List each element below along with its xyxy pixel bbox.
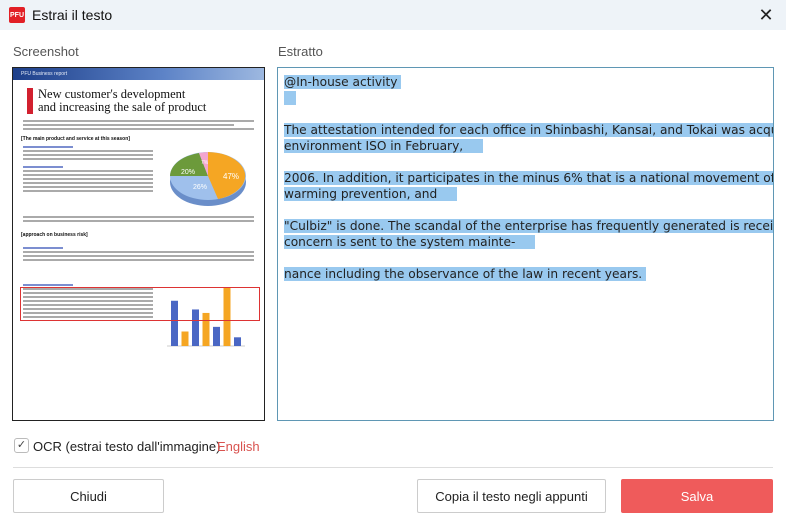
bar: [213, 326, 220, 346]
save-button[interactable]: Salva: [621, 479, 773, 513]
text-line: @In-house activity: [284, 74, 767, 90]
close-button[interactable]: Chiudi: [13, 479, 164, 513]
bar: [181, 331, 189, 346]
text-line: 2006. In addition, it participates in th…: [284, 170, 773, 186]
bar: [202, 312, 210, 346]
text-line: [284, 202, 767, 218]
extracted-text-area[interactable]: @In-house activity The attestation inten…: [277, 67, 774, 421]
bar: [171, 300, 178, 346]
text-line: warming prevention, and: [284, 186, 767, 202]
screenshot-preview: PFU Business report New customer's devel…: [12, 67, 265, 421]
selected-text: warming prevention, and: [284, 187, 457, 201]
pie-label: 7%: [201, 160, 209, 166]
selected-text: concern is sent to the system mainte-: [284, 235, 535, 249]
extracted-label: Estratto: [278, 44, 323, 59]
pie-label: 47%: [223, 172, 239, 181]
app-logo-icon: PFU: [9, 7, 25, 23]
thumb-title: New customer's development and increasing…: [27, 88, 264, 114]
text-line: [284, 154, 767, 170]
selected-text: The attestation intended for each office…: [284, 123, 773, 137]
text-line: [284, 106, 767, 122]
screenshot-label: Screenshot: [13, 44, 79, 59]
thumb-section2: [approach on business risk]: [21, 232, 88, 238]
text-line: [284, 250, 767, 266]
title-bar: PFU Estrai il testo ✕: [0, 0, 786, 30]
bar: [234, 337, 241, 346]
text-line: [284, 90, 767, 106]
text-line: environment ISO in February,: [284, 138, 767, 154]
bar: [223, 288, 231, 346]
close-icon[interactable]: ✕: [758, 5, 774, 25]
thumb-header: PFU Business report: [13, 68, 264, 80]
ocr-language-link[interactable]: English: [217, 439, 260, 454]
text-line: concern is sent to the system mainte-: [284, 234, 767, 250]
window-title: Estrai il testo: [32, 7, 113, 23]
divider: [13, 467, 773, 468]
selected-text: [284, 91, 296, 105]
text-line: The attestation intended for each office…: [284, 122, 773, 138]
selected-text: nance including the observance of the la…: [284, 267, 647, 281]
text-line: nance including the observance of the la…: [284, 266, 767, 282]
pie-label: 26%: [193, 184, 207, 191]
thumb-bar-chart: [167, 288, 245, 347]
ocr-label[interactable]: OCR (estrai testo dall'immagine): [33, 439, 221, 454]
thumb-header-text: PFU Business report: [21, 71, 68, 77]
thumb-pie-chart: 20% 7% 47% 26%: [170, 152, 246, 206]
pie-label: 20%: [181, 169, 195, 176]
thumb-section1: [The main product and service at this se…: [21, 136, 130, 142]
text-line: "Culbiz" is done. The scandal of the ent…: [284, 218, 773, 234]
thumb-highlight-box: [20, 287, 260, 321]
selected-text: @In-house activity: [284, 75, 402, 89]
selected-text: 2006. In addition, it participates in th…: [284, 171, 773, 185]
thumb-title-line1: New customer's development: [38, 87, 186, 101]
selected-text: environment ISO in February,: [284, 139, 483, 153]
bar: [192, 309, 199, 346]
copy-to-clipboard-button[interactable]: Copia il testo negli appunti: [417, 479, 606, 513]
selected-text: "Culbiz" is done. The scandal of the ent…: [284, 219, 773, 233]
thumb-title-line2: and increasing the sale of product: [38, 100, 207, 114]
ocr-checkbox[interactable]: ✓: [14, 438, 29, 453]
